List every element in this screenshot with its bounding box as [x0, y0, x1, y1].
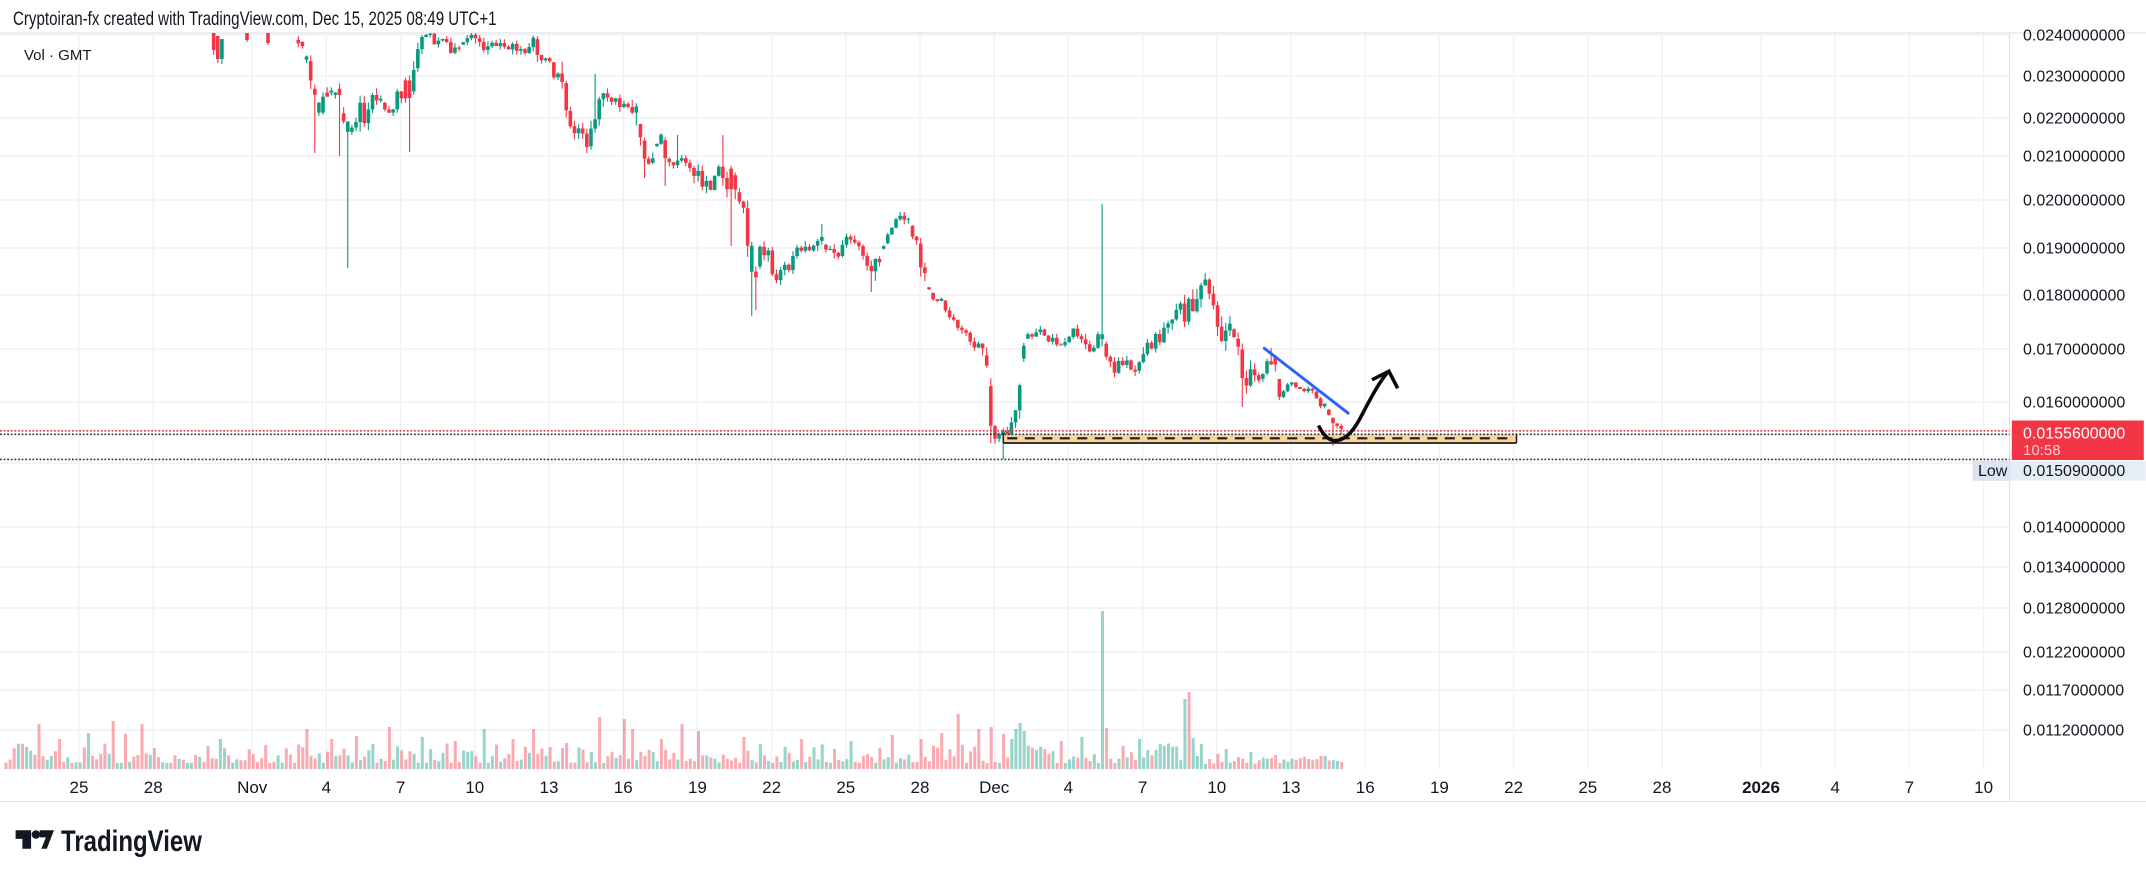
svg-text:19: 19 — [1430, 778, 1449, 797]
svg-text:0.0240000000: 0.0240000000 — [2023, 28, 2125, 45]
svg-text:16: 16 — [1356, 778, 1375, 797]
svg-text:Dec: Dec — [979, 778, 1010, 797]
svg-text:7: 7 — [396, 778, 405, 797]
svg-text:0.0134000000: 0.0134000000 — [2023, 560, 2125, 577]
svg-text:22: 22 — [762, 778, 781, 797]
svg-text:4: 4 — [1830, 778, 1839, 797]
svg-text:13: 13 — [540, 778, 559, 797]
svg-text:7: 7 — [1138, 778, 1147, 797]
svg-text:2026: 2026 — [1742, 778, 1780, 797]
svg-text:28: 28 — [1653, 778, 1672, 797]
svg-text:0.0210000000: 0.0210000000 — [2023, 149, 2125, 166]
svg-text:0.0155600000: 0.0155600000 — [2023, 426, 2125, 443]
svg-text:0.0200000000: 0.0200000000 — [2023, 193, 2125, 210]
svg-text:10: 10 — [1974, 778, 1993, 797]
svg-text:0.0230000000: 0.0230000000 — [2023, 69, 2125, 86]
svg-text:Low: Low — [1978, 463, 2008, 480]
svg-text:Cryptoiran-fx created with Tra: Cryptoiran-fx created with TradingView.c… — [13, 7, 497, 29]
svg-text:0.0122000000: 0.0122000000 — [2023, 645, 2125, 662]
svg-text:10: 10 — [1207, 778, 1226, 797]
svg-text:0.0160000000: 0.0160000000 — [2023, 395, 2125, 412]
svg-text:7: 7 — [1905, 778, 1914, 797]
svg-text:4: 4 — [1064, 778, 1073, 797]
svg-text:10: 10 — [465, 778, 484, 797]
svg-text:0.0150900000: 0.0150900000 — [2023, 463, 2125, 480]
svg-text:16: 16 — [614, 778, 633, 797]
svg-text:0.0140000000: 0.0140000000 — [2023, 520, 2125, 537]
svg-text:Vol · GMT: Vol · GMT — [24, 47, 92, 64]
svg-text:25: 25 — [70, 778, 89, 797]
svg-text:0.0117000000: 0.0117000000 — [2023, 683, 2124, 700]
svg-text:25: 25 — [1578, 778, 1597, 797]
svg-text:19: 19 — [688, 778, 707, 797]
svg-text:0.0190000000: 0.0190000000 — [2023, 241, 2125, 258]
svg-text:0.0220000000: 0.0220000000 — [2023, 111, 2125, 128]
svg-text:Nov: Nov — [237, 778, 268, 797]
svg-text:TradingView: TradingView — [61, 823, 203, 857]
svg-text:28: 28 — [144, 778, 163, 797]
svg-text:13: 13 — [1282, 778, 1301, 797]
svg-text:22: 22 — [1504, 778, 1523, 797]
svg-text:0.0170000000: 0.0170000000 — [2023, 342, 2125, 359]
svg-text:0.0180000000: 0.0180000000 — [2023, 288, 2125, 305]
svg-text:28: 28 — [911, 778, 930, 797]
svg-text:4: 4 — [322, 778, 331, 797]
svg-text:10:58: 10:58 — [2023, 442, 2061, 459]
svg-text:0.0112000000: 0.0112000000 — [2023, 723, 2124, 740]
svg-text:0.0128000000: 0.0128000000 — [2023, 601, 2125, 618]
svg-text:25: 25 — [836, 778, 855, 797]
